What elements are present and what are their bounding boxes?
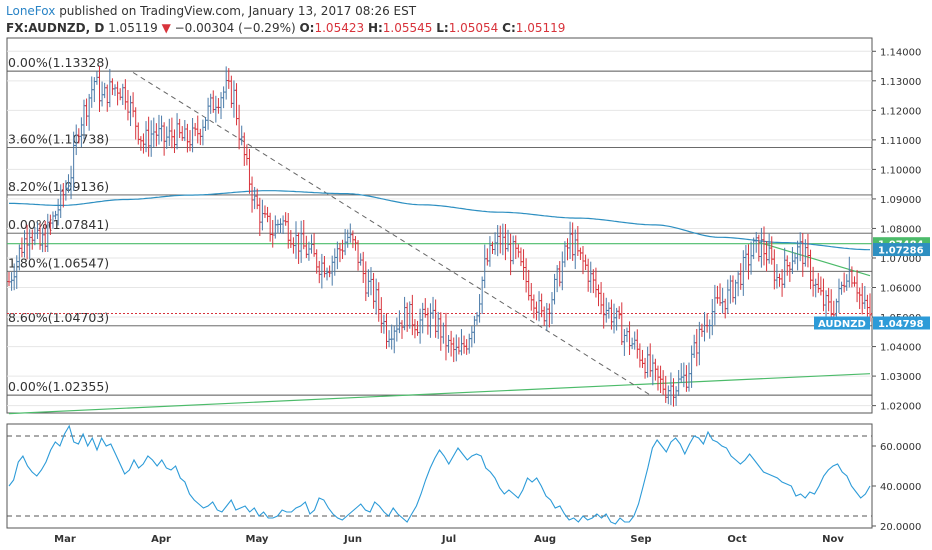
month-label: Apr — [151, 534, 171, 545]
price-tag-ma-label: 1.07286 — [878, 246, 924, 257]
price-tag-last: 1.04798 — [873, 316, 930, 330]
publish-line: LoneFox published on TradingView.com, Ja… — [6, 3, 565, 20]
oscillator-panel — [7, 424, 872, 525]
price-grid — [7, 50, 872, 407]
month-label: Jul — [441, 534, 456, 545]
oscillator-line — [8, 424, 871, 525]
oscillator-panel-border — [6, 423, 873, 529]
month-label: Aug — [534, 534, 556, 545]
publish-info: published on TradingView.com, January 13… — [59, 4, 417, 18]
low-label: L: — [436, 21, 449, 35]
month-label: May — [246, 534, 269, 545]
month-label: Jun — [343, 534, 362, 545]
y-tick-label: 1.03000 — [880, 372, 921, 383]
y-tick-label: 1.09000 — [880, 195, 921, 206]
y-tick-label: 1.12000 — [880, 106, 921, 117]
close-label: C: — [502, 21, 516, 35]
last-price: 1.05119 — [108, 21, 158, 35]
symbol-line: FX:AUDNZD, D 1.05119 ▼ −0.00304 (−0.29%)… — [6, 20, 565, 37]
high-value: 1.05545 — [382, 21, 433, 35]
price-tag-last-box — [873, 316, 930, 330]
chart-header: LoneFox published on TradingView.com, Ja… — [6, 3, 565, 37]
y-tick-label: 1.02000 — [880, 402, 921, 413]
y-tick-label: 1.13000 — [880, 77, 921, 88]
fib-level-label: 8.60%(1.04703) — [8, 310, 109, 325]
open-label: O: — [299, 21, 315, 35]
month-label: Mar — [54, 534, 76, 545]
price-tag-ma-box — [873, 243, 930, 257]
y-tick-label: 1.06000 — [880, 284, 921, 295]
month-label: Sep — [630, 534, 651, 545]
close-value: 1.05119 — [515, 21, 566, 35]
support-trend-line — [8, 373, 871, 415]
price-change: −0.00304 (−0.29%) — [174, 21, 296, 35]
symbol-name[interactable]: FX:AUDNZD, D — [6, 21, 105, 35]
y-tick-label: 1.11000 — [880, 136, 921, 147]
moving-average-line — [9, 190, 870, 251]
price-tag-ma: 1.07286 — [873, 243, 930, 257]
down-arrow-icon: ▼ — [161, 21, 171, 35]
symbol-tag-box — [814, 316, 870, 330]
fib-level-label: 3.60%(1.10738) — [8, 132, 109, 147]
osc-y-tick-label: 20.0000 — [880, 522, 921, 533]
author-link[interactable]: LoneFox — [6, 4, 56, 18]
symbol-tag-label: AUDNZD — [818, 319, 866, 330]
month-label: Nov — [822, 534, 844, 545]
y-tick-label: 1.08000 — [880, 224, 921, 235]
open-value: 1.05423 — [314, 21, 365, 35]
fib-level-label: 0.00%(1.13328) — [8, 55, 109, 70]
price-bars — [7, 66, 872, 407]
price-tag-last-label: 1.04798 — [878, 319, 924, 330]
low-value: 1.05054 — [448, 21, 499, 35]
fib-level-label: 1.80%(1.06547) — [8, 255, 109, 270]
axes: 1.14000 1.13000 1.12000 1.11000 1.10000 1.090… — [54, 47, 930, 545]
chart-frame — [6, 37, 873, 529]
diagonal-trend-line — [132, 72, 651, 396]
y-tick-label: 1.10000 — [880, 165, 921, 176]
fib-level-label: 8.20%(1.09136) — [8, 179, 109, 194]
y-tick-label: 1.07000 — [880, 254, 921, 265]
price-panel-border — [6, 37, 873, 414]
y-tick-label: 1.04000 — [880, 343, 921, 354]
fib-level-label: 0.00%(1.02355) — [8, 379, 109, 394]
month-label: Oct — [727, 534, 746, 545]
osc-y-tick-label: 60.0000 — [880, 442, 921, 453]
high-label: H: — [367, 21, 383, 35]
y-tick-label: 1.14000 — [880, 47, 921, 58]
osc-y-tick-label: 40.0000 — [880, 482, 921, 493]
